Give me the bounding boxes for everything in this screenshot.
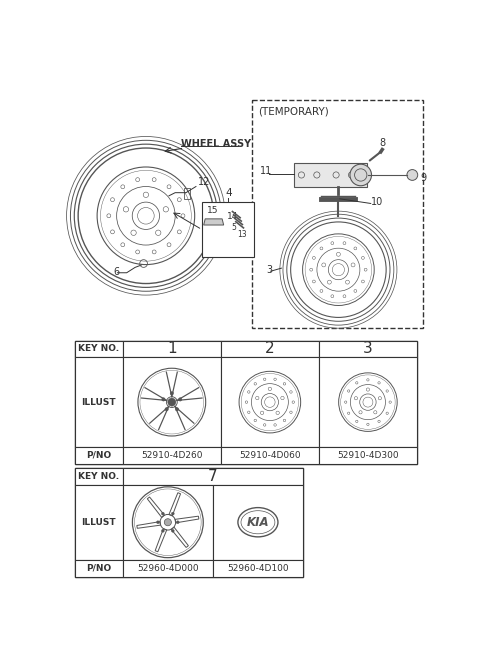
Circle shape (171, 529, 174, 532)
Text: 52960-4D100: 52960-4D100 (227, 564, 289, 573)
Text: 3: 3 (363, 342, 373, 356)
Bar (184, 188, 190, 199)
Text: 52910-4D060: 52910-4D060 (239, 451, 300, 460)
Circle shape (164, 519, 171, 525)
Text: 10: 10 (371, 197, 383, 207)
Bar (75, 340, 417, 464)
Text: 12: 12 (198, 177, 211, 187)
Text: 5: 5 (231, 222, 236, 232)
Bar (123, 560, 213, 577)
Circle shape (161, 512, 164, 515)
Bar (123, 468, 303, 485)
Text: 4: 4 (225, 188, 232, 198)
Bar (221, 340, 319, 358)
Circle shape (175, 407, 179, 411)
Text: 3: 3 (266, 265, 272, 275)
Circle shape (171, 512, 174, 515)
Text: 52960-4D000: 52960-4D000 (137, 564, 199, 573)
Text: 11: 11 (260, 166, 272, 176)
Bar (319, 358, 417, 447)
Text: 13: 13 (238, 230, 247, 239)
Bar (319, 447, 417, 464)
Circle shape (407, 170, 418, 180)
Text: WHEEL ASSY: WHEEL ASSY (180, 139, 251, 149)
Text: 15: 15 (207, 206, 218, 215)
Text: 9: 9 (420, 173, 426, 183)
Text: 7: 7 (208, 468, 218, 483)
Bar (123, 340, 221, 358)
Bar (75, 340, 123, 358)
Bar (221, 447, 319, 464)
Polygon shape (204, 219, 224, 225)
Bar (75, 485, 123, 560)
Text: 1: 1 (167, 342, 177, 356)
Bar (202, 202, 254, 257)
Bar (123, 485, 213, 560)
Text: 52910-4D300: 52910-4D300 (337, 451, 399, 460)
Ellipse shape (238, 508, 278, 537)
Text: KEY NO.: KEY NO. (78, 472, 120, 481)
Bar (213, 485, 303, 560)
Bar (75, 358, 123, 447)
Circle shape (350, 164, 372, 186)
Circle shape (168, 398, 176, 406)
Text: (TEMPORARY): (TEMPORARY) (258, 106, 329, 116)
Bar (294, 163, 367, 186)
Circle shape (176, 521, 179, 523)
Text: KEY NO.: KEY NO. (78, 344, 120, 354)
Circle shape (161, 529, 164, 532)
Text: 52910-4D260: 52910-4D260 (141, 451, 203, 460)
Circle shape (156, 521, 159, 523)
Bar (75, 560, 123, 577)
Bar (123, 358, 221, 447)
Bar (75, 468, 123, 485)
Text: 8: 8 (379, 138, 385, 148)
Bar (319, 340, 417, 358)
Circle shape (165, 407, 168, 411)
Text: KIA: KIA (247, 516, 269, 529)
Bar (252, 100, 423, 328)
Text: P/NO: P/NO (86, 564, 111, 573)
Text: ILLUST: ILLUST (82, 398, 116, 407)
Bar (123, 447, 221, 464)
Bar (221, 358, 319, 447)
Bar (213, 560, 303, 577)
Text: 14: 14 (227, 212, 238, 221)
Circle shape (179, 398, 182, 401)
Text: 6: 6 (114, 267, 120, 277)
Circle shape (162, 398, 165, 401)
Bar (75, 447, 123, 464)
Bar (75, 468, 303, 577)
Text: 2: 2 (265, 342, 275, 356)
Text: P/NO: P/NO (86, 451, 111, 460)
Circle shape (170, 392, 173, 395)
Text: ILLUST: ILLUST (82, 518, 116, 527)
